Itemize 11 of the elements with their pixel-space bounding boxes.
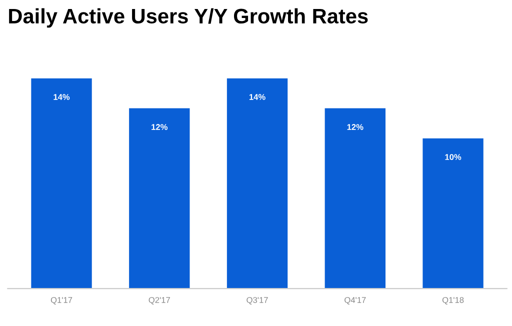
x-tick-label: Q1'17 (50, 297, 72, 304)
x-tick-label: Q2'17 (148, 297, 170, 304)
chart-title: Daily Active Users Y/Y Growth Rates (9, 8, 368, 28)
data-label: 10% (445, 154, 462, 160)
data-label: 12% (152, 124, 168, 130)
x-tick-label: Q1'18 (442, 297, 464, 304)
data-label: 14% (249, 94, 266, 100)
x-tick-label: Q4'17 (344, 297, 366, 304)
data-label: 12% (347, 124, 364, 130)
x-tick-label: Q3'17 (246, 297, 268, 304)
data-label: 14% (54, 94, 70, 100)
